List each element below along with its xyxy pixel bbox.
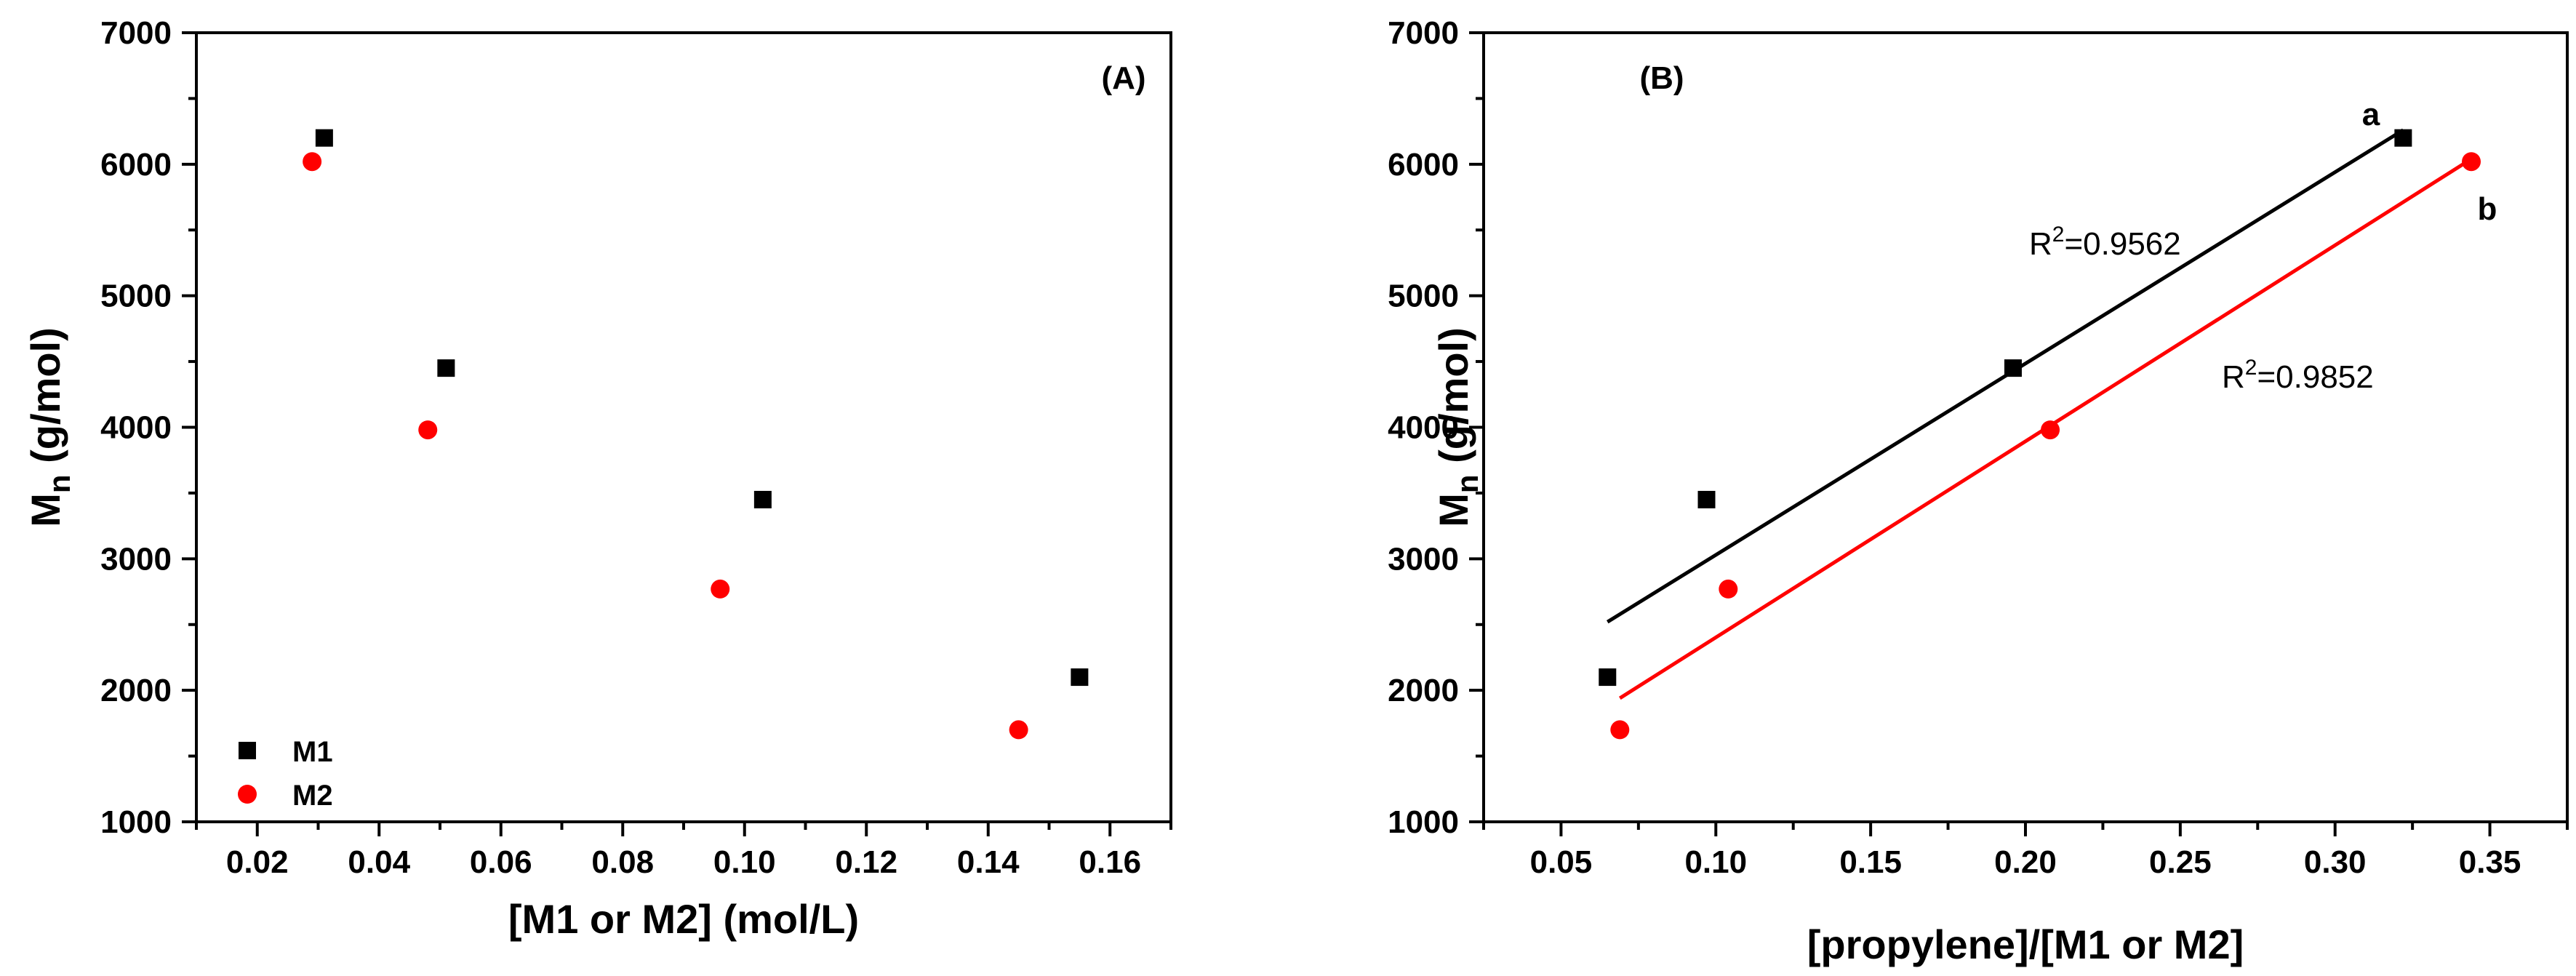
legend-label-m2: M2 bbox=[292, 780, 333, 812]
legend-marker-m1 bbox=[239, 742, 256, 759]
data-point-b bbox=[1719, 579, 1738, 599]
data-point-a bbox=[1697, 490, 1716, 508]
y-tick-label: 4000 bbox=[1388, 410, 1459, 446]
x-axis-title: [propylene]/[M1 or M2] bbox=[1807, 921, 2244, 967]
y-tick-label: 5000 bbox=[100, 279, 172, 314]
x-tick-label: 0.10 bbox=[1684, 844, 1747, 880]
data-point-a bbox=[2004, 359, 2022, 377]
y-axis-title-unit: (g/mol) bbox=[1431, 327, 1476, 474]
y-axis-title: Mn (g/mol) bbox=[1431, 327, 1484, 527]
y-tick-label: 2000 bbox=[100, 673, 172, 708]
r-squared-superscript: 2 bbox=[2245, 356, 2257, 380]
y-tick-label: 1000 bbox=[100, 804, 172, 840]
x-tick-label: 0.05 bbox=[1530, 844, 1593, 880]
x-tick-label: 0.04 bbox=[348, 844, 410, 880]
r-squared-a: R2=0.9562 bbox=[2029, 223, 2181, 262]
panel-b: 0.05 0.10 0.15 0.20 0.25 0.30 0.35 1000 2000 3000… bbox=[1388, 15, 2569, 967]
x-tick-label: 0.16 bbox=[1079, 844, 1141, 880]
data-point-m1 bbox=[1071, 668, 1089, 687]
panel-a: 0.02 0.04 0.06 0.08 0.10 0.12 0.14 0.16 1000 2000… bbox=[23, 15, 1172, 942]
y-axis-title-main: M bbox=[1431, 493, 1476, 527]
x-tick-label: 0.14 bbox=[957, 844, 1020, 880]
data-point-b bbox=[2462, 152, 2481, 172]
data-point-b bbox=[1610, 720, 1630, 740]
x-tick-label: 0.02 bbox=[226, 844, 289, 880]
x-tick-label: 0.06 bbox=[470, 844, 532, 880]
data-point-m1 bbox=[315, 129, 333, 147]
data-point-b bbox=[2041, 420, 2060, 440]
x-tick-label: 0.20 bbox=[1994, 844, 2057, 880]
data-point-m2 bbox=[303, 152, 322, 172]
y-tick-label: 2000 bbox=[1388, 673, 1459, 708]
r-squared-b: R2=0.9852 bbox=[2222, 356, 2374, 395]
fit-label-a: a bbox=[2362, 97, 2380, 132]
r-squared-superscript: 2 bbox=[2052, 223, 2065, 247]
panel-label: (A) bbox=[1101, 60, 1145, 96]
y-tick-label: 7000 bbox=[1388, 15, 1459, 51]
legend-marker-m2 bbox=[238, 785, 257, 804]
y-tick-label: 1000 bbox=[1388, 804, 1459, 840]
x-tick-label: 0.12 bbox=[835, 844, 897, 880]
x-tick-label: 0.30 bbox=[2304, 844, 2367, 880]
x-axis-title: [M1 or M2] (mol/L) bbox=[508, 896, 859, 942]
y-tick-label: 4000 bbox=[100, 410, 172, 446]
x-tick-label: 0.25 bbox=[2149, 844, 2212, 880]
y-tick-label: 6000 bbox=[100, 147, 172, 183]
data-point-m2 bbox=[1009, 720, 1028, 740]
y-tick-label: 3000 bbox=[100, 541, 172, 577]
legend-label-m1: M1 bbox=[292, 736, 333, 768]
x-tick-label: 0.35 bbox=[2459, 844, 2521, 880]
r-squared-value: =0.9852 bbox=[2257, 359, 2373, 395]
y-axis-title-subscript: n bbox=[42, 474, 76, 493]
data-point-m1 bbox=[437, 359, 455, 377]
y-axis-title-unit: (g/mol) bbox=[23, 327, 68, 474]
data-point-m2 bbox=[418, 420, 438, 440]
y-axis-title: Mn (g/mol) bbox=[23, 327, 76, 527]
r-squared-prefix: R bbox=[2222, 359, 2245, 395]
r-squared-value: =0.9562 bbox=[2064, 226, 2180, 262]
x-tick-label: 0.08 bbox=[591, 844, 654, 880]
data-point-a bbox=[1599, 668, 1617, 687]
y-tick-label: 5000 bbox=[1388, 279, 1459, 314]
data-point-a bbox=[2394, 129, 2412, 147]
panel-label: (B) bbox=[1639, 60, 1684, 96]
y-axis-title-main: M bbox=[23, 493, 68, 527]
plot-frame bbox=[1482, 31, 2569, 823]
y-tick-label: 7000 bbox=[100, 15, 172, 51]
y-tick-label: 3000 bbox=[1388, 541, 1459, 577]
plot-frame bbox=[195, 31, 1172, 823]
x-tick-label: 0.10 bbox=[713, 844, 776, 880]
data-point-m1 bbox=[753, 490, 772, 508]
y-axis-title-subscript: n bbox=[1450, 474, 1484, 493]
fit-label-b: b bbox=[2478, 191, 2497, 227]
x-tick-label: 0.15 bbox=[1839, 844, 1902, 880]
data-point-m2 bbox=[711, 579, 730, 599]
r-squared-prefix: R bbox=[2029, 226, 2052, 262]
y-tick-label: 6000 bbox=[1388, 147, 1459, 183]
